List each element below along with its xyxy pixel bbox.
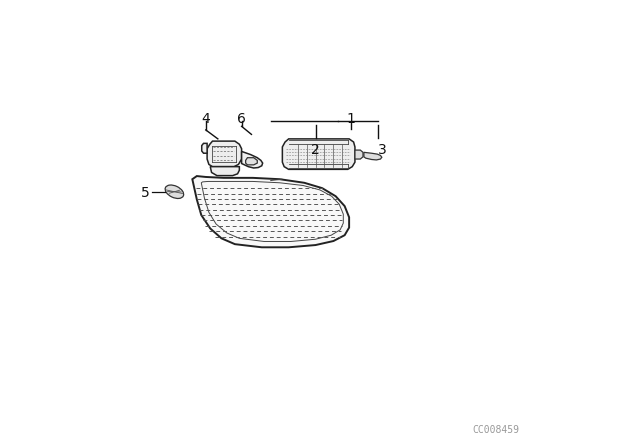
Polygon shape — [207, 141, 242, 167]
Polygon shape — [282, 139, 355, 169]
Polygon shape — [246, 158, 257, 165]
Ellipse shape — [165, 185, 184, 198]
Polygon shape — [210, 167, 239, 176]
Text: 1: 1 — [347, 112, 356, 126]
Text: 4: 4 — [202, 112, 210, 126]
Text: CC008459: CC008459 — [472, 425, 520, 435]
Polygon shape — [355, 150, 363, 159]
Text: 5: 5 — [141, 185, 150, 200]
Text: 2: 2 — [311, 143, 320, 157]
Text: 6: 6 — [237, 112, 246, 126]
Polygon shape — [202, 143, 207, 153]
Polygon shape — [364, 152, 382, 160]
Polygon shape — [192, 176, 349, 247]
Polygon shape — [242, 151, 262, 168]
Text: 3: 3 — [378, 143, 387, 157]
